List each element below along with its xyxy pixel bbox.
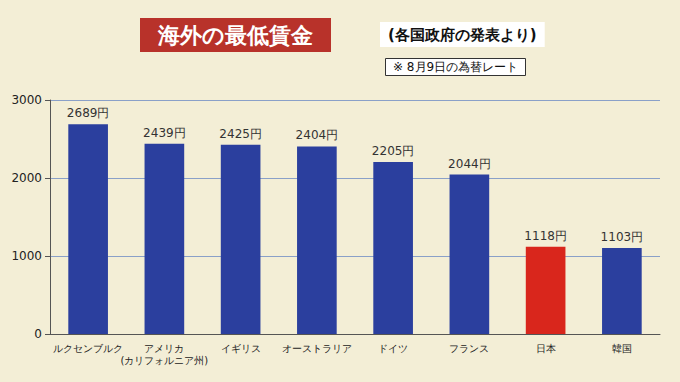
svg-text:2425円: 2425円 <box>219 127 262 141</box>
svg-text:2205円: 2205円 <box>372 144 415 158</box>
svg-text:2689円: 2689円 <box>67 106 110 120</box>
svg-text:1000: 1000 <box>11 249 42 263</box>
svg-text:※ 8月9日の為替レート: ※ 8月9日の為替レート <box>393 60 518 74</box>
svg-text:2404円: 2404円 <box>296 128 339 142</box>
svg-text:3000: 3000 <box>11 93 42 107</box>
svg-text:イギリス: イギリス <box>221 343 261 354</box>
svg-text:1103円: 1103円 <box>601 230 644 244</box>
svg-text:ルクセンブルク: ルクセンブルク <box>53 343 123 354</box>
svg-text:(カリフォルニア州): (カリフォルニア州) <box>120 355 208 366</box>
svg-text:ドイツ: ドイツ <box>378 343 408 354</box>
svg-text:2000: 2000 <box>11 171 42 185</box>
svg-text:2044円: 2044円 <box>448 157 491 171</box>
svg-text:(各国政府の発表より): (各国政府の発表より) <box>388 26 537 44</box>
svg-text:韓国: 韓国 <box>612 343 632 354</box>
svg-text:フランス: フランス <box>449 343 489 354</box>
svg-text:日本: 日本 <box>536 343 556 354</box>
svg-text:オーストラリア: オーストラリア <box>282 343 352 354</box>
svg-text:アメリカ: アメリカ <box>144 343 184 354</box>
svg-text:1118円: 1118円 <box>524 229 567 243</box>
svg-text:0: 0 <box>34 327 42 341</box>
svg-text:海外の最低賃金: 海外の最低賃金 <box>157 23 313 48</box>
svg-text:2439円: 2439円 <box>143 126 186 140</box>
